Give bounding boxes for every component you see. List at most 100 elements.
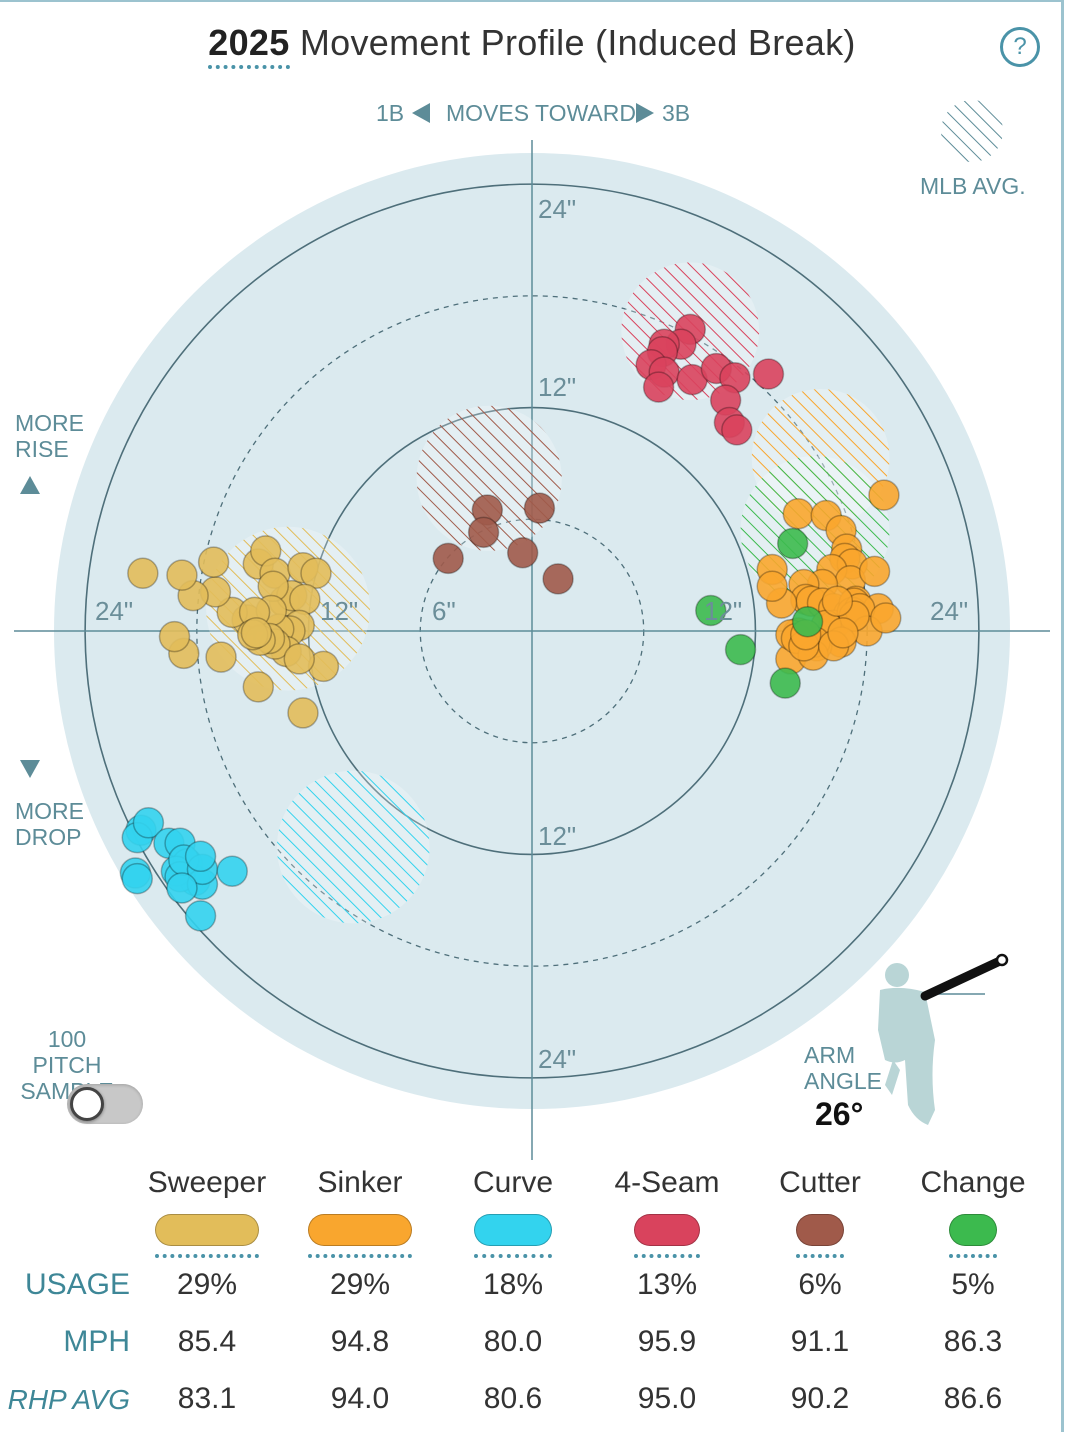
cell-usage-cutter: 6% — [798, 1268, 842, 1301]
arrow-right-icon — [636, 103, 654, 123]
cell-usage-curve: 18% — [482, 1268, 544, 1301]
pitch-point-sweeper[interactable] — [205, 641, 237, 673]
pitch-name-sinker: Sinker — [317, 1166, 403, 1199]
tick-label-right-12: 12" — [704, 596, 742, 626]
pitch-point-sinker[interactable] — [858, 555, 891, 588]
pitch-toggle-cutter[interactable] — [796, 1214, 844, 1246]
tick-label-left-12: 12" — [320, 596, 358, 626]
pitch-point-sinker[interactable] — [756, 570, 788, 603]
pitch-point-sweeper[interactable] — [242, 671, 275, 703]
pitch-point-curve[interactable] — [132, 807, 165, 839]
direction-3b: 3B — [662, 100, 691, 126]
tick-label-bottom-24: 24" — [538, 1044, 576, 1074]
pitch-point-cutter[interactable] — [506, 537, 539, 569]
cell-usage-sweeper: 29% — [176, 1268, 238, 1301]
cell-usage-change: 5% — [951, 1268, 995, 1301]
pitch-point-4-seam[interactable] — [752, 358, 785, 390]
mlb-avg-curve — [276, 770, 430, 924]
pitch-point-change[interactable] — [695, 594, 727, 627]
tick-label-right-24: 24" — [930, 596, 968, 626]
pitch-point-curve[interactable] — [184, 900, 217, 932]
pitch-point-curve[interactable] — [184, 840, 217, 873]
pitch-point-cutter[interactable] — [523, 492, 556, 524]
more-rise-label: MORE RISE — [15, 410, 84, 462]
arrow-left-icon — [412, 103, 430, 123]
pitch-point-change[interactable] — [776, 527, 809, 560]
arrow-up-icon — [20, 476, 40, 494]
pitch-toggle-4-seam[interactable] — [634, 1214, 700, 1246]
pitch-point-sinker[interactable] — [868, 479, 900, 511]
row-label-rhp-avg: RHP AVG — [7, 1384, 130, 1415]
pitcher-silhouette-icon — [878, 953, 1009, 1125]
pitch-toggle-sweeper[interactable] — [155, 1214, 259, 1246]
cell-mph-cutter: 91.1 — [790, 1325, 850, 1358]
pitch-point-cutter[interactable] — [432, 542, 464, 575]
pitch-point-sweeper[interactable] — [287, 697, 319, 729]
pitch-toggle-sinker[interactable] — [308, 1214, 412, 1246]
pitch-point-4-seam[interactable] — [721, 414, 753, 446]
pitch-point-cutter[interactable] — [467, 516, 500, 549]
more-drop-label: MORE DROP — [15, 798, 84, 850]
arm-angle-value: 26° — [815, 1096, 864, 1132]
pitch-point-cutter[interactable] — [542, 563, 574, 595]
pitch-point-change[interactable] — [791, 605, 824, 638]
sample-toggle[interactable] — [67, 1084, 143, 1124]
pitch-underline — [308, 1254, 412, 1258]
pitch-underline — [634, 1254, 700, 1258]
row-label-usage: USAGE — [24, 1268, 130, 1301]
cell-rhp-avg-change: 86.6 — [943, 1382, 1003, 1415]
pitch-name-change: Change — [920, 1166, 1026, 1199]
cell-mph-curve: 80.0 — [483, 1325, 543, 1358]
pitch-point-sinker[interactable] — [827, 617, 859, 649]
pitch-underline — [155, 1254, 259, 1258]
cell-usage-4-seam: 13% — [636, 1268, 698, 1301]
pitch-point-sinker[interactable] — [870, 602, 902, 634]
pitch-point-sweeper[interactable] — [289, 583, 321, 616]
tick-label-bottom-12: 12" — [538, 821, 576, 851]
title-text: Movement Profile (Induced Break) — [299, 22, 856, 63]
year-selector[interactable]: 2025 — [208, 22, 290, 69]
pitch-point-sweeper[interactable] — [300, 557, 332, 590]
pitch-point-sweeper[interactable] — [240, 617, 273, 649]
cell-mph-4-seam: 95.9 — [637, 1325, 697, 1358]
cell-rhp-avg-curve: 80.6 — [483, 1382, 543, 1415]
pitch-toggle-change[interactable] — [949, 1214, 997, 1246]
pitch-point-sweeper[interactable] — [127, 557, 159, 590]
pitch-point-curve[interactable] — [166, 872, 198, 904]
tick-label-top-12: 12" — [538, 372, 576, 402]
pitch-point-sweeper[interactable] — [197, 546, 230, 578]
cell-mph-sinker: 94.8 — [330, 1325, 390, 1358]
pitch-name-cutter: Cutter — [779, 1166, 861, 1199]
pitch-point-sinker[interactable] — [782, 497, 815, 530]
mlb-avg-cutter — [416, 405, 562, 551]
mlb-avg-legend-swatch — [941, 100, 1003, 162]
mlb-avg-label: MLB AVG. — [920, 173, 1026, 199]
page-title: 2025 Movement Profile (Induced Break) — [0, 22, 1064, 69]
pitch-point-curve[interactable] — [216, 855, 248, 887]
pitch-point-change[interactable] — [769, 667, 801, 699]
pitch-point-change[interactable] — [724, 633, 757, 666]
cell-rhp-avg-sinker: 94.0 — [330, 1382, 390, 1415]
pitch-name-4-seam: 4-Seam — [614, 1166, 720, 1199]
arrow-down-icon — [20, 760, 40, 778]
pitch-underline — [949, 1254, 997, 1258]
pitch-point-4-seam[interactable] — [642, 371, 675, 403]
tick-label-left-24: 24" — [95, 596, 133, 626]
pitch-point-curve[interactable] — [121, 862, 154, 895]
pitch-point-sweeper[interactable] — [158, 620, 191, 653]
pitch-point-sweeper[interactable] — [283, 643, 315, 675]
cell-rhp-avg-4-seam: 95.0 — [637, 1382, 697, 1415]
sample-label: 100 PITCH SAMPLE — [20, 1026, 114, 1104]
help-icon[interactable]: ? — [1000, 27, 1040, 67]
toggle-knob — [70, 1087, 104, 1121]
arm-angle-label: ARM ANGLE — [804, 1042, 882, 1094]
pitch-toggle-curve[interactable] — [474, 1214, 552, 1246]
pitch-point-sweeper[interactable] — [166, 559, 198, 591]
pitch-name-sweeper: Sweeper — [147, 1166, 267, 1199]
pitch-name-curve: Curve — [472, 1166, 554, 1199]
pitch-underline — [474, 1254, 552, 1258]
cell-mph-change: 86.3 — [943, 1325, 1003, 1358]
pitch-point-sinker[interactable] — [821, 585, 854, 617]
